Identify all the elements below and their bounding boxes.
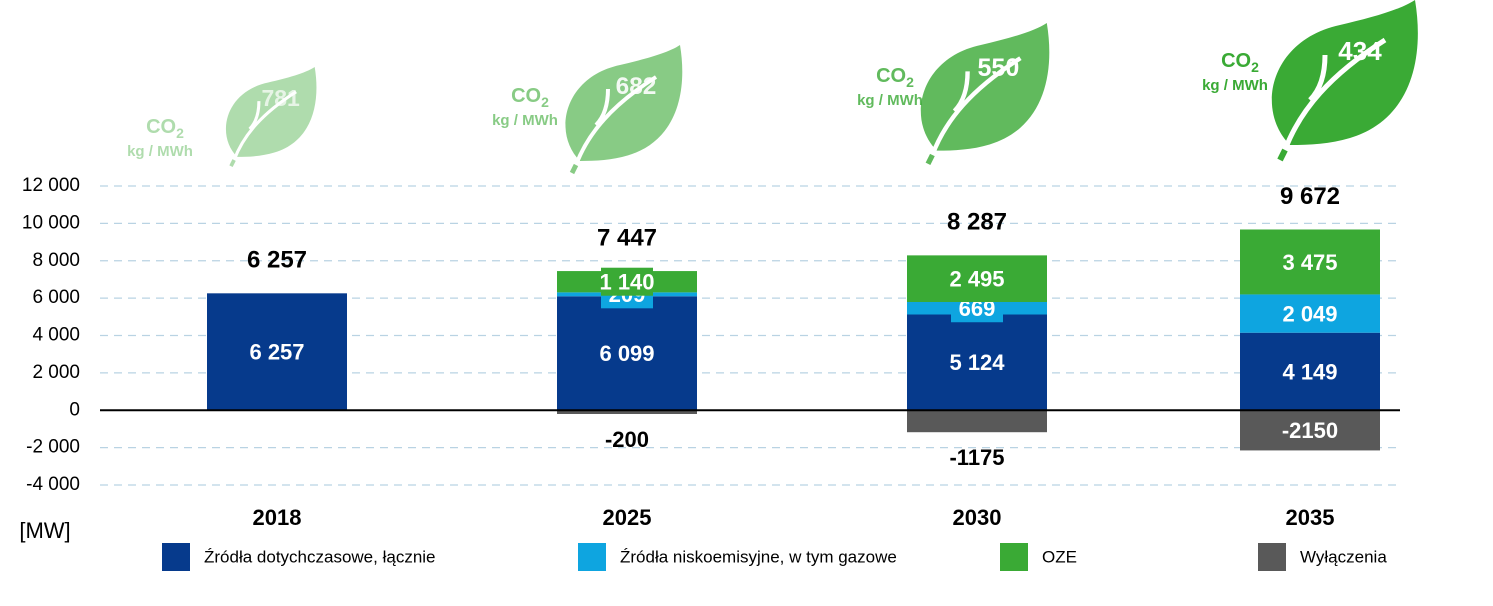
- co2-unit: kg / MWh: [1202, 77, 1268, 94]
- co2-label: CO2: [511, 85, 549, 109]
- bar-label: 2 495: [949, 266, 1004, 291]
- co2-value: 781: [261, 85, 300, 111]
- leaf-shape: [921, 23, 1050, 151]
- co2-value: 434: [1338, 36, 1382, 66]
- bar-label: 2 049: [1282, 301, 1337, 326]
- co2-leaf: [1272, 0, 1418, 160]
- total-label: 7 447: [597, 224, 657, 251]
- y-tick-label: 10 000: [22, 212, 80, 233]
- legend-swatch: [1000, 543, 1028, 571]
- bar-label: -200: [605, 427, 649, 452]
- y-tick-label: -2 000: [26, 437, 80, 458]
- co2-leaf: [921, 23, 1050, 164]
- co2-label-sub: 2: [541, 94, 549, 110]
- co2-unit: kg / MWh: [857, 92, 923, 109]
- bar-label: 6 257: [249, 340, 304, 365]
- co2-leaf: [226, 67, 317, 166]
- x-tick-label: 2018: [253, 505, 302, 530]
- legend-label: Źródła dotychczasowe, łącznie: [204, 547, 436, 566]
- y-tick-label: 12 000: [22, 175, 80, 196]
- bar-label: 4 149: [1282, 359, 1337, 384]
- bar-label: -1175: [949, 445, 1004, 470]
- legend-swatch: [162, 543, 190, 571]
- bar-label: 6 099: [599, 341, 654, 366]
- total-label: 8 287: [947, 209, 1007, 236]
- y-unit: [MW]: [19, 518, 70, 543]
- x-tick-label: 2030: [953, 505, 1002, 530]
- bar-label: 3 475: [1282, 250, 1337, 275]
- co2-unit: kg / MWh: [127, 143, 193, 160]
- co2-label-main: CO: [876, 65, 906, 87]
- leaf-shape: [565, 45, 682, 161]
- co2-label-sub: 2: [906, 74, 914, 90]
- page: [MW] -4 000 -2 000 0 2 000 4 000 6 000 8 000 10…: [0, 0, 1493, 606]
- co2-label-sub: 2: [176, 125, 184, 141]
- leaf-stem: [1280, 150, 1285, 160]
- leaf-stem: [231, 160, 234, 166]
- co2-label: CO2: [146, 116, 184, 140]
- co2-label-main: CO: [146, 116, 176, 138]
- co2-value: 550: [978, 54, 1020, 82]
- bar-label: 1 140: [599, 270, 654, 295]
- total-label: 6 257: [247, 247, 307, 274]
- legend-swatch: [1258, 543, 1286, 571]
- co2-label-main: CO: [1221, 50, 1251, 72]
- co2-leaf: [565, 45, 682, 173]
- y-tick-label: 4 000: [32, 325, 80, 346]
- y-tick-label: 6 000: [32, 287, 80, 308]
- legend-label: Wyłączenia: [1300, 547, 1387, 566]
- co2-value: 682: [616, 73, 657, 100]
- bar-label: -2150: [1282, 418, 1338, 443]
- bar-segment: [907, 410, 1047, 432]
- total-label: 9 672: [1280, 183, 1340, 210]
- co2-label: CO2: [876, 65, 914, 89]
- co2-label-sub: 2: [1251, 59, 1259, 75]
- chart: [MW] -4 000 -2 000 0 2 000 4 000 6 000 8 000 10…: [0, 0, 1493, 601]
- y-tick-label: 0: [69, 399, 80, 420]
- leaf-stem: [928, 155, 932, 164]
- co2-label: CO2: [1221, 50, 1259, 74]
- legend-swatch: [578, 543, 606, 571]
- x-tick-label: 2035: [1286, 505, 1335, 530]
- legend-label: OZE: [1042, 547, 1077, 566]
- co2-label-main: CO: [511, 85, 541, 107]
- legend-label: Źródła niskoemisyjne, w tym gazowe: [620, 547, 897, 566]
- co2-unit: kg / MWh: [492, 112, 558, 129]
- y-tick-label: 2 000: [32, 362, 80, 383]
- y-tick-label: -4 000: [26, 474, 80, 495]
- leaf-shape: [1272, 0, 1418, 145]
- bar-label: 5 124: [949, 350, 1005, 375]
- x-tick-label: 2025: [603, 505, 652, 530]
- leaf-stem: [572, 165, 576, 173]
- y-tick-label: 8 000: [32, 250, 80, 271]
